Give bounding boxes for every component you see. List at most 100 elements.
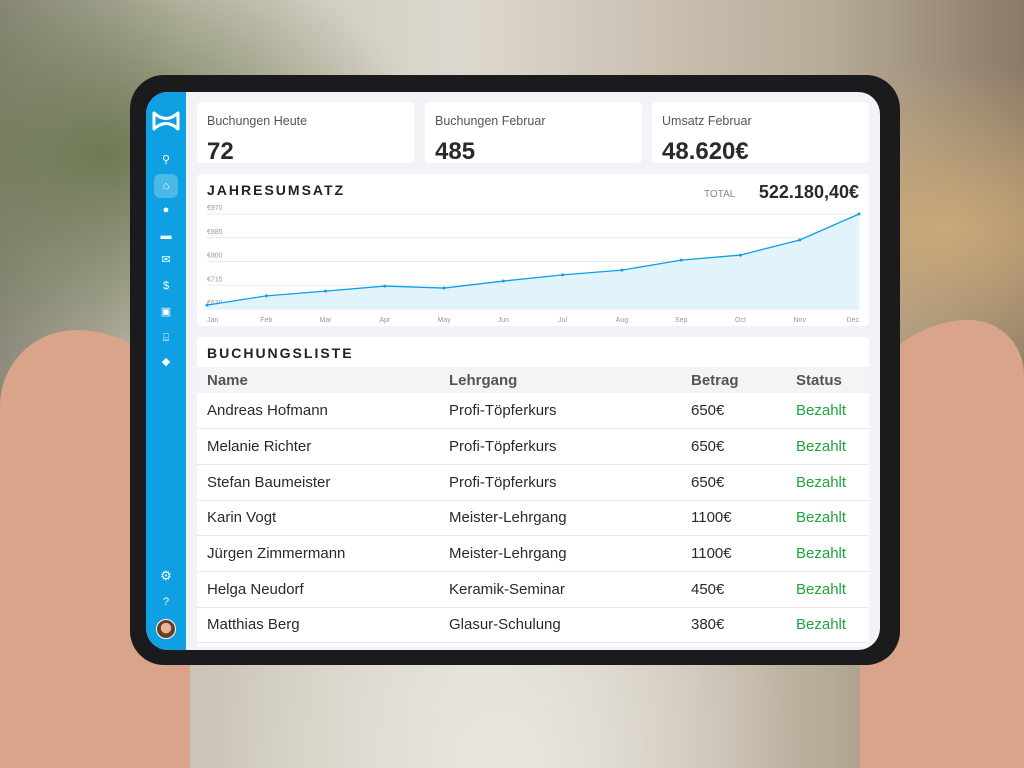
- cell-amount: 1100€: [681, 535, 786, 572]
- cell-name: Helga Neudorf: [197, 571, 439, 608]
- cell-amount: 650€: [681, 428, 786, 465]
- data-point: [324, 289, 328, 293]
- cell-name: Andreas Hofmann: [197, 393, 439, 430]
- cell-name: Karin Vogt: [197, 500, 439, 537]
- data-point: [205, 303, 209, 307]
- cell-name: Melanie Richter: [197, 428, 439, 465]
- data-point: [620, 268, 624, 272]
- user-icon[interactable]: ●: [162, 204, 170, 216]
- money-icon[interactable]: ▣: [160, 306, 172, 318]
- x-tick-label: Dec: [847, 317, 860, 324]
- cell-status: Bezahlt: [786, 464, 869, 501]
- x-tick-label: Feb: [260, 317, 272, 324]
- cell-status: Bezahlt: [786, 393, 869, 430]
- app-screen: ⚲ ⌂ ● ▬ ✉ $ ▣ ⌸ ◆ ⚙ ? Buchungen Heute 72…: [146, 92, 880, 650]
- kpi-label: Umsatz Februar: [662, 114, 752, 128]
- kpi-card-february-revenue: Umsatz Februar 48.620€: [652, 102, 869, 165]
- cell-status: Bezahlt: [786, 607, 869, 644]
- table-row[interactable]: Stefan Baumeister Profi-Töpferkurs 650€ Bez…: [197, 464, 869, 501]
- x-tick-label: Mar: [320, 317, 333, 324]
- search-icon[interactable]: ⚲: [161, 154, 171, 166]
- kpi-label: Buchungen Heute: [207, 114, 308, 128]
- cell-course: Keramik-Seminar: [439, 571, 681, 608]
- cell-course: Profi-Töpferkurs: [439, 464, 681, 501]
- x-tick-label: Jul: [558, 317, 567, 324]
- cell-status: Bezahlt: [786, 535, 869, 572]
- area-fill: [207, 214, 859, 309]
- cell-course: Profi-Töpferkurs: [439, 428, 681, 465]
- kpi-value: 48.620€: [662, 138, 749, 165]
- data-point: [501, 279, 505, 283]
- contact-card-icon[interactable]: ▬: [160, 230, 172, 242]
- cell-course: Meister-Lehrgang: [439, 500, 681, 537]
- booking-list-card: BUCHUNGSLISTE Name Lehrgang Betrag Statu…: [197, 337, 869, 647]
- cell-status: Bezahlt: [786, 571, 869, 608]
- cell-status: Bezahlt: [786, 428, 869, 465]
- avatar[interactable]: [156, 619, 176, 639]
- x-tick-label: Aug: [616, 317, 629, 324]
- y-tick-label: €715: [207, 276, 223, 283]
- cell-amount: 650€: [681, 393, 786, 430]
- table-row[interactable]: Andreas Hofmann Profi-Töpferkurs 650€ Bezah…: [197, 393, 869, 430]
- booking-table: Name Lehrgang Betrag Status Andreas Hofm…: [197, 367, 869, 644]
- x-tick-label: Sep: [675, 317, 688, 324]
- y-tick-label: €885: [207, 229, 223, 236]
- cell-name: Stefan Baumeister: [197, 464, 439, 501]
- cell-amount: 450€: [681, 571, 786, 608]
- invoice-icon[interactable]: $: [162, 280, 170, 292]
- data-point: [383, 284, 387, 288]
- kpi-card-today: Buchungen Heute 72: [197, 102, 414, 165]
- data-point: [679, 258, 683, 262]
- kpi-card-february-bookings: Buchungen Februar 485: [425, 102, 642, 165]
- x-tick-label: Oct: [735, 317, 746, 324]
- bank-icon[interactable]: ⌸: [162, 332, 170, 344]
- x-tick-label: May: [437, 317, 451, 324]
- cell-course: Meister-Lehrgang: [439, 535, 681, 572]
- kpi-label: Buchungen Februar: [435, 114, 546, 128]
- cell-amount: 380€: [681, 607, 786, 644]
- help-icon[interactable]: ?: [162, 596, 170, 608]
- column-header-course[interactable]: Lehrgang: [439, 367, 681, 393]
- home-icon[interactable]: ⌂: [154, 174, 178, 198]
- cell-name: Matthias Berg: [197, 607, 439, 644]
- data-point: [264, 294, 268, 298]
- cell-amount: 1100€: [681, 500, 786, 537]
- data-point: [857, 212, 861, 216]
- x-tick-label: Nov: [794, 317, 807, 324]
- table-row[interactable]: Karin Vogt Meister-Lehrgang 1100€ Bezahlt: [197, 500, 869, 537]
- sidebar: ⚲ ⌂ ● ▬ ✉ $ ▣ ⌸ ◆ ⚙ ?: [146, 92, 186, 650]
- x-tick-label: Apr: [379, 317, 391, 324]
- cell-status: Bezahlt: [786, 500, 869, 537]
- data-point: [442, 286, 446, 290]
- column-header-name[interactable]: Name: [197, 367, 439, 393]
- data-point: [798, 238, 802, 242]
- table-row[interactable]: Melanie Richter Profi-Töpferkurs 650€ Bezah…: [197, 428, 869, 465]
- chart-title: JAHRESUMSATZ: [207, 182, 346, 198]
- column-header-status[interactable]: Status: [786, 367, 869, 393]
- tag-icon[interactable]: ◆: [161, 356, 171, 368]
- cell-amount: 650€: [681, 464, 786, 501]
- cell-course: Glasur-Schulung: [439, 607, 681, 644]
- data-point: [738, 253, 742, 257]
- x-tick-label: Jun: [498, 317, 509, 324]
- table-row[interactable]: Matthias Berg Glasur-Schulung 380€ Bezahlt: [197, 607, 869, 644]
- revenue-chart-card: JAHRESUMSATZ TOTAL 522.180,40€ €970 €885 €…: [197, 174, 869, 326]
- x-tick-label: Jan: [207, 317, 218, 324]
- table-row[interactable]: Helga Neudorf Keramik-Seminar 450€ Bezahlt: [197, 571, 869, 608]
- booking-list-title: BUCHUNGSLISTE: [207, 345, 354, 361]
- total-value: 522.180,40€: [758, 182, 859, 202]
- table-row[interactable]: Jürgen Zimmermann Meister-Lehrgang 1100€ Be…: [197, 535, 869, 572]
- settings-icon[interactable]: ⚙: [160, 568, 172, 583]
- total-label: TOTAL: [704, 189, 736, 200]
- kpi-value: 485: [435, 138, 476, 165]
- data-point: [561, 273, 565, 277]
- y-tick-label: €800: [207, 253, 223, 260]
- cell-course: Profi-Töpferkurs: [439, 393, 681, 430]
- logo-icon: [152, 111, 180, 131]
- y-tick-label: €970: [207, 205, 223, 212]
- kpi-value: 72: [207, 138, 234, 165]
- cell-name: Jürgen Zimmermann: [197, 535, 439, 572]
- column-header-amount[interactable]: Betrag: [681, 367, 786, 393]
- mail-icon[interactable]: ✉: [161, 254, 171, 266]
